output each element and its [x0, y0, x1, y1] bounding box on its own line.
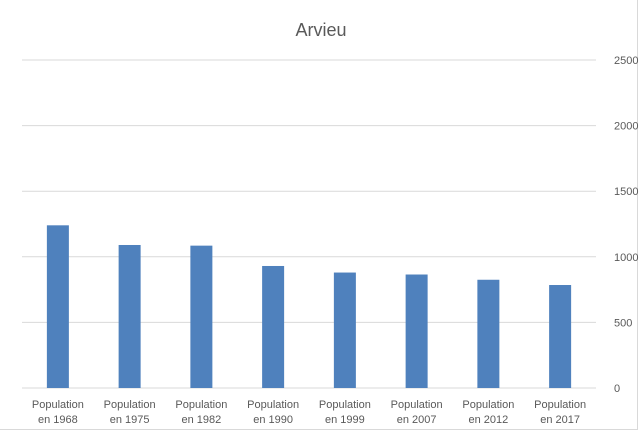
x-category-label: Population [319, 399, 371, 411]
x-category-label: Population [534, 399, 586, 411]
y-tick-label: 0 [614, 383, 620, 395]
x-category-label: Population [104, 399, 156, 411]
x-category-label: Population [462, 399, 514, 411]
bar [190, 245, 213, 388]
x-category-label: en 1968 [38, 414, 78, 426]
bar [118, 244, 141, 388]
x-category-label: Population [175, 399, 227, 411]
x-category-label: en 2012 [468, 414, 508, 426]
y-tick-label: 1500 [614, 186, 638, 198]
y-tick-label: 1000 [614, 252, 638, 264]
x-category-label: Population [247, 399, 299, 411]
bar [262, 265, 285, 388]
x-category-label: en 2017 [540, 414, 580, 426]
x-category-label: Population [32, 399, 84, 411]
bar [549, 285, 572, 388]
y-tick-label: 2000 [614, 121, 638, 133]
bar [333, 272, 356, 388]
chart-title: Arvieu [295, 20, 347, 40]
bar [477, 279, 500, 388]
y-tick-label: 2500 [614, 55, 638, 67]
x-category-label: en 1982 [181, 414, 221, 426]
x-category-label: en 1999 [325, 414, 365, 426]
y-tick-label: 500 [614, 317, 632, 329]
bar [46, 225, 69, 388]
x-category-label: Population [391, 399, 443, 411]
x-category-label: en 1990 [253, 414, 293, 426]
x-category-label: en 1975 [110, 414, 150, 426]
x-category-label: en 2007 [397, 414, 437, 426]
bar [405, 274, 428, 388]
